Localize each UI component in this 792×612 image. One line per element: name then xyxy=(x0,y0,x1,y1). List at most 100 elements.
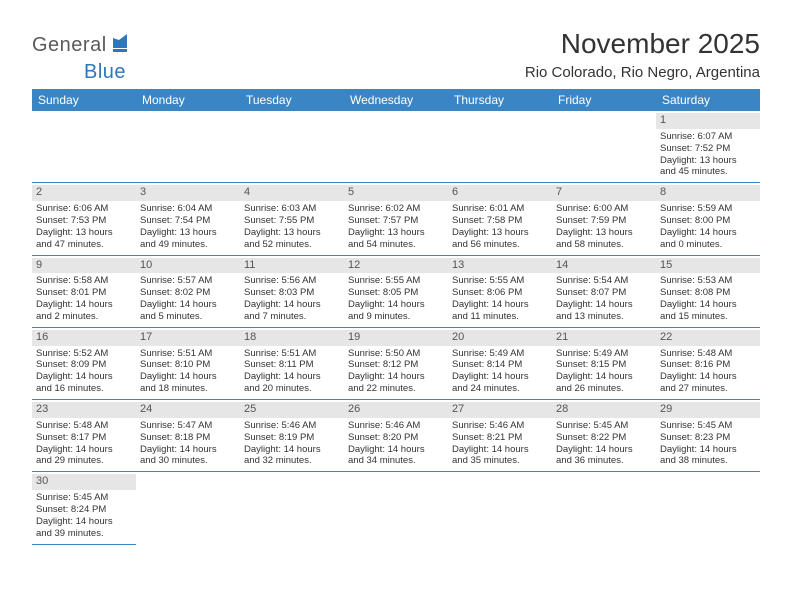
day-header: Friday xyxy=(552,89,656,111)
day-number: 22 xyxy=(656,330,760,346)
calendar-cell: 23Sunrise: 5:48 AMSunset: 8:17 PMDayligh… xyxy=(32,400,136,472)
sunset-text: Sunset: 8:20 PM xyxy=(348,432,444,444)
day2-text: and 54 minutes. xyxy=(348,239,444,251)
sunset-text: Sunset: 7:57 PM xyxy=(348,215,444,227)
calendar-cell: 9Sunrise: 5:58 AMSunset: 8:01 PMDaylight… xyxy=(32,255,136,327)
day2-text: and 38 minutes. xyxy=(660,455,756,467)
day2-text: and 49 minutes. xyxy=(140,239,236,251)
calendar-cell: 12Sunrise: 5:55 AMSunset: 8:05 PMDayligh… xyxy=(344,255,448,327)
calendar-cell xyxy=(448,472,552,544)
sunrise-text: Sunrise: 5:51 AM xyxy=(244,348,340,360)
calendar-cell: 11Sunrise: 5:56 AMSunset: 8:03 PMDayligh… xyxy=(240,255,344,327)
title-block: November 2025 Rio Colorado, Rio Negro, A… xyxy=(525,28,760,81)
sunset-text: Sunset: 7:55 PM xyxy=(244,215,340,227)
day2-text: and 34 minutes. xyxy=(348,455,444,467)
day2-text: and 22 minutes. xyxy=(348,383,444,395)
day2-text: and 56 minutes. xyxy=(452,239,548,251)
sunrise-text: Sunrise: 6:03 AM xyxy=(244,203,340,215)
sunrise-text: Sunrise: 5:46 AM xyxy=(244,420,340,432)
day-number: 26 xyxy=(344,402,448,418)
calendar-cell: 27Sunrise: 5:46 AMSunset: 8:21 PMDayligh… xyxy=(448,400,552,472)
sunrise-text: Sunrise: 5:45 AM xyxy=(660,420,756,432)
sunset-text: Sunset: 8:19 PM xyxy=(244,432,340,444)
day2-text: and 45 minutes. xyxy=(660,166,756,178)
day2-text: and 39 minutes. xyxy=(36,528,132,540)
sunset-text: Sunset: 8:03 PM xyxy=(244,287,340,299)
day-number: 14 xyxy=(552,258,656,274)
calendar-row: 16Sunrise: 5:52 AMSunset: 8:09 PMDayligh… xyxy=(32,327,760,399)
logo: General xyxy=(32,28,141,57)
day1-text: Daylight: 14 hours xyxy=(36,299,132,311)
day2-text: and 52 minutes. xyxy=(244,239,340,251)
location: Rio Colorado, Rio Negro, Argentina xyxy=(525,64,760,81)
calendar-table: Sunday Monday Tuesday Wednesday Thursday… xyxy=(32,89,760,545)
calendar-cell: 18Sunrise: 5:51 AMSunset: 8:11 PMDayligh… xyxy=(240,327,344,399)
sunrise-text: Sunrise: 5:48 AM xyxy=(36,420,132,432)
day-header: Sunday xyxy=(32,89,136,111)
day-number: 11 xyxy=(240,258,344,274)
calendar-row: 1Sunrise: 6:07 AMSunset: 7:52 PMDaylight… xyxy=(32,111,760,183)
day2-text: and 18 minutes. xyxy=(140,383,236,395)
day1-text: Daylight: 14 hours xyxy=(660,299,756,311)
sunrise-text: Sunrise: 5:48 AM xyxy=(660,348,756,360)
day2-text: and 2 minutes. xyxy=(36,311,132,323)
flag-icon xyxy=(113,34,139,57)
day2-text: and 16 minutes. xyxy=(36,383,132,395)
day1-text: Daylight: 14 hours xyxy=(348,299,444,311)
sunrise-text: Sunrise: 5:53 AM xyxy=(660,275,756,287)
day1-text: Daylight: 14 hours xyxy=(36,371,132,383)
calendar-cell: 1Sunrise: 6:07 AMSunset: 7:52 PMDaylight… xyxy=(656,111,760,183)
day-number: 9 xyxy=(32,258,136,274)
sunset-text: Sunset: 8:05 PM xyxy=(348,287,444,299)
sunrise-text: Sunrise: 5:45 AM xyxy=(36,492,132,504)
sunset-text: Sunset: 7:52 PM xyxy=(660,143,756,155)
day2-text: and 35 minutes. xyxy=(452,455,548,467)
calendar-cell xyxy=(32,111,136,183)
calendar-cell xyxy=(552,111,656,183)
calendar-cell xyxy=(240,111,344,183)
sunrise-text: Sunrise: 5:58 AM xyxy=(36,275,132,287)
calendar-cell: 3Sunrise: 6:04 AMSunset: 7:54 PMDaylight… xyxy=(136,183,240,255)
calendar-cell xyxy=(136,111,240,183)
calendar-cell xyxy=(240,472,344,544)
calendar-body: 1Sunrise: 6:07 AMSunset: 7:52 PMDaylight… xyxy=(32,111,760,544)
day-number: 17 xyxy=(136,330,240,346)
calendar-cell: 14Sunrise: 5:54 AMSunset: 8:07 PMDayligh… xyxy=(552,255,656,327)
day-number: 3 xyxy=(136,185,240,201)
day2-text: and 29 minutes. xyxy=(36,455,132,467)
day2-text: and 15 minutes. xyxy=(660,311,756,323)
sunrise-text: Sunrise: 5:46 AM xyxy=(452,420,548,432)
day1-text: Daylight: 14 hours xyxy=(140,444,236,456)
calendar-cell xyxy=(656,472,760,544)
sunset-text: Sunset: 7:54 PM xyxy=(140,215,236,227)
sunset-text: Sunset: 8:06 PM xyxy=(452,287,548,299)
day1-text: Daylight: 13 hours xyxy=(660,155,756,167)
day2-text: and 58 minutes. xyxy=(556,239,652,251)
day-number: 30 xyxy=(32,474,136,490)
calendar-cell: 20Sunrise: 5:49 AMSunset: 8:14 PMDayligh… xyxy=(448,327,552,399)
calendar-cell: 17Sunrise: 5:51 AMSunset: 8:10 PMDayligh… xyxy=(136,327,240,399)
day1-text: Daylight: 14 hours xyxy=(452,444,548,456)
day-number: 23 xyxy=(32,402,136,418)
day2-text: and 7 minutes. xyxy=(244,311,340,323)
calendar-row: 2Sunrise: 6:06 AMSunset: 7:53 PMDaylight… xyxy=(32,183,760,255)
day-number: 2 xyxy=(32,185,136,201)
day-number: 27 xyxy=(448,402,552,418)
calendar-page: General November 2025 Rio Colorado, Rio … xyxy=(0,0,792,545)
calendar-cell xyxy=(136,472,240,544)
day-number: 7 xyxy=(552,185,656,201)
day-number: 21 xyxy=(552,330,656,346)
sunrise-text: Sunrise: 5:59 AM xyxy=(660,203,756,215)
sunrise-text: Sunrise: 6:07 AM xyxy=(660,131,756,143)
calendar-row: 9Sunrise: 5:58 AMSunset: 8:01 PMDaylight… xyxy=(32,255,760,327)
sunrise-text: Sunrise: 6:01 AM xyxy=(452,203,548,215)
day2-text: and 30 minutes. xyxy=(140,455,236,467)
sunset-text: Sunset: 8:07 PM xyxy=(556,287,652,299)
day-number: 13 xyxy=(448,258,552,274)
day2-text: and 9 minutes. xyxy=(348,311,444,323)
sunset-text: Sunset: 8:22 PM xyxy=(556,432,652,444)
day1-text: Daylight: 14 hours xyxy=(452,371,548,383)
calendar-cell xyxy=(552,472,656,544)
day2-text: and 5 minutes. xyxy=(140,311,236,323)
day1-text: Daylight: 14 hours xyxy=(348,371,444,383)
